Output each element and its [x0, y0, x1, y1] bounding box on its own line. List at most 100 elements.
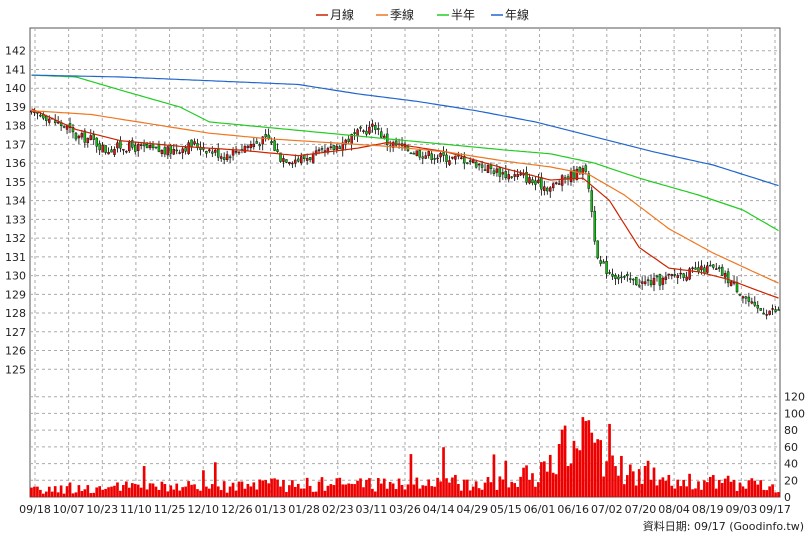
volume-bar [412, 484, 416, 497]
price-tick-label: 141 [5, 63, 26, 76]
volume-bar [623, 484, 626, 497]
volume-bar [181, 487, 185, 497]
volume-bar [625, 475, 629, 497]
candle-body [471, 159, 475, 164]
candle-body [670, 274, 674, 277]
candle-body [187, 142, 190, 154]
candle-body [599, 260, 602, 264]
volume-bar [454, 474, 457, 497]
volume-bar [762, 489, 766, 497]
volume-bar [332, 485, 336, 497]
candle-body [175, 149, 178, 152]
volume-bar [213, 462, 217, 497]
volume-bar [599, 440, 602, 497]
volume-bar [59, 485, 63, 497]
candle-body [101, 144, 104, 153]
candle-body [777, 309, 780, 311]
volume-bar [723, 478, 727, 497]
volume-bar [127, 487, 131, 497]
volume-bar [537, 482, 540, 497]
volume-bar [590, 432, 594, 497]
volume-bar [187, 481, 190, 497]
date-tick-label: 09/03 [726, 503, 758, 516]
volume-bar [243, 488, 247, 497]
volume-bar [178, 490, 182, 497]
volume-bar [596, 439, 600, 497]
volume-bar [477, 488, 481, 497]
volume-bar [492, 454, 496, 497]
date-tick-label: 05/15 [490, 503, 522, 516]
candle-body [759, 308, 762, 311]
volume-bar [735, 490, 739, 497]
candle-body [551, 183, 555, 189]
volume-bar [424, 485, 428, 497]
candle-body [492, 170, 496, 174]
volume-bar [462, 479, 466, 497]
volume-bar [652, 467, 656, 497]
candle-body [208, 149, 211, 152]
candle-body [267, 134, 270, 139]
volume-bar [637, 469, 641, 497]
volume-bar [320, 477, 324, 497]
candle-body [504, 171, 508, 179]
volume-bar [350, 483, 353, 497]
candle-body [762, 313, 765, 315]
candle-body [634, 276, 638, 285]
volume-bar [706, 482, 709, 497]
volume-tick-label: 0 [784, 491, 791, 504]
price-tick-label: 125 [5, 363, 26, 376]
candle-body [264, 134, 267, 138]
candle-body [617, 276, 620, 280]
candle-body [71, 127, 75, 133]
date-tick-label: 02/23 [322, 503, 354, 516]
candle-body [540, 177, 543, 190]
candle-body [231, 149, 235, 156]
volume-bar [655, 485, 659, 497]
volume-bar [89, 493, 93, 497]
candle-body [394, 140, 398, 146]
candle-body [107, 152, 110, 155]
candle-body [646, 279, 650, 282]
volume-bar [646, 460, 650, 497]
date-tick-label: 08/19 [692, 503, 724, 516]
candle-body [774, 309, 777, 312]
ma-line-quarter [31, 110, 779, 284]
candle-body [626, 274, 629, 277]
volume-bar [741, 486, 745, 497]
volume-bar [664, 480, 668, 497]
volume-bar [468, 490, 472, 497]
volume-bar [602, 476, 605, 497]
volume-bar [620, 455, 623, 497]
candle-body [258, 144, 261, 147]
volume-bar [62, 493, 66, 497]
volume-bar [74, 492, 78, 497]
volume-bar [753, 480, 757, 497]
candle-body [329, 146, 333, 148]
candle-body [380, 131, 383, 138]
legend-label: 半年 [451, 8, 475, 22]
volume-bar [293, 486, 297, 497]
volume-bar [296, 483, 300, 497]
price-tick-label: 127 [5, 326, 26, 339]
volume-bar [542, 461, 546, 497]
candle-body [95, 137, 98, 147]
volume-tick-label: 100 [784, 407, 805, 420]
volume-bar [403, 489, 407, 497]
volume-bar [98, 486, 101, 497]
volume-bar [33, 486, 36, 497]
candle-body [418, 150, 422, 158]
volume-bar [116, 482, 119, 497]
volume-bar [560, 429, 564, 497]
candle-body [489, 164, 493, 169]
volume-bar [80, 491, 84, 497]
volume-bar [288, 485, 291, 497]
candle-body [445, 154, 448, 162]
volume-bar [679, 486, 683, 497]
volume-bar [30, 487, 33, 497]
legend-label: 年線 [505, 7, 529, 22]
volume-bar [777, 492, 780, 497]
volume-bar [700, 489, 703, 497]
candle-body [362, 130, 365, 132]
candle-body [39, 114, 42, 117]
date-tick-label: 10/23 [86, 503, 118, 516]
